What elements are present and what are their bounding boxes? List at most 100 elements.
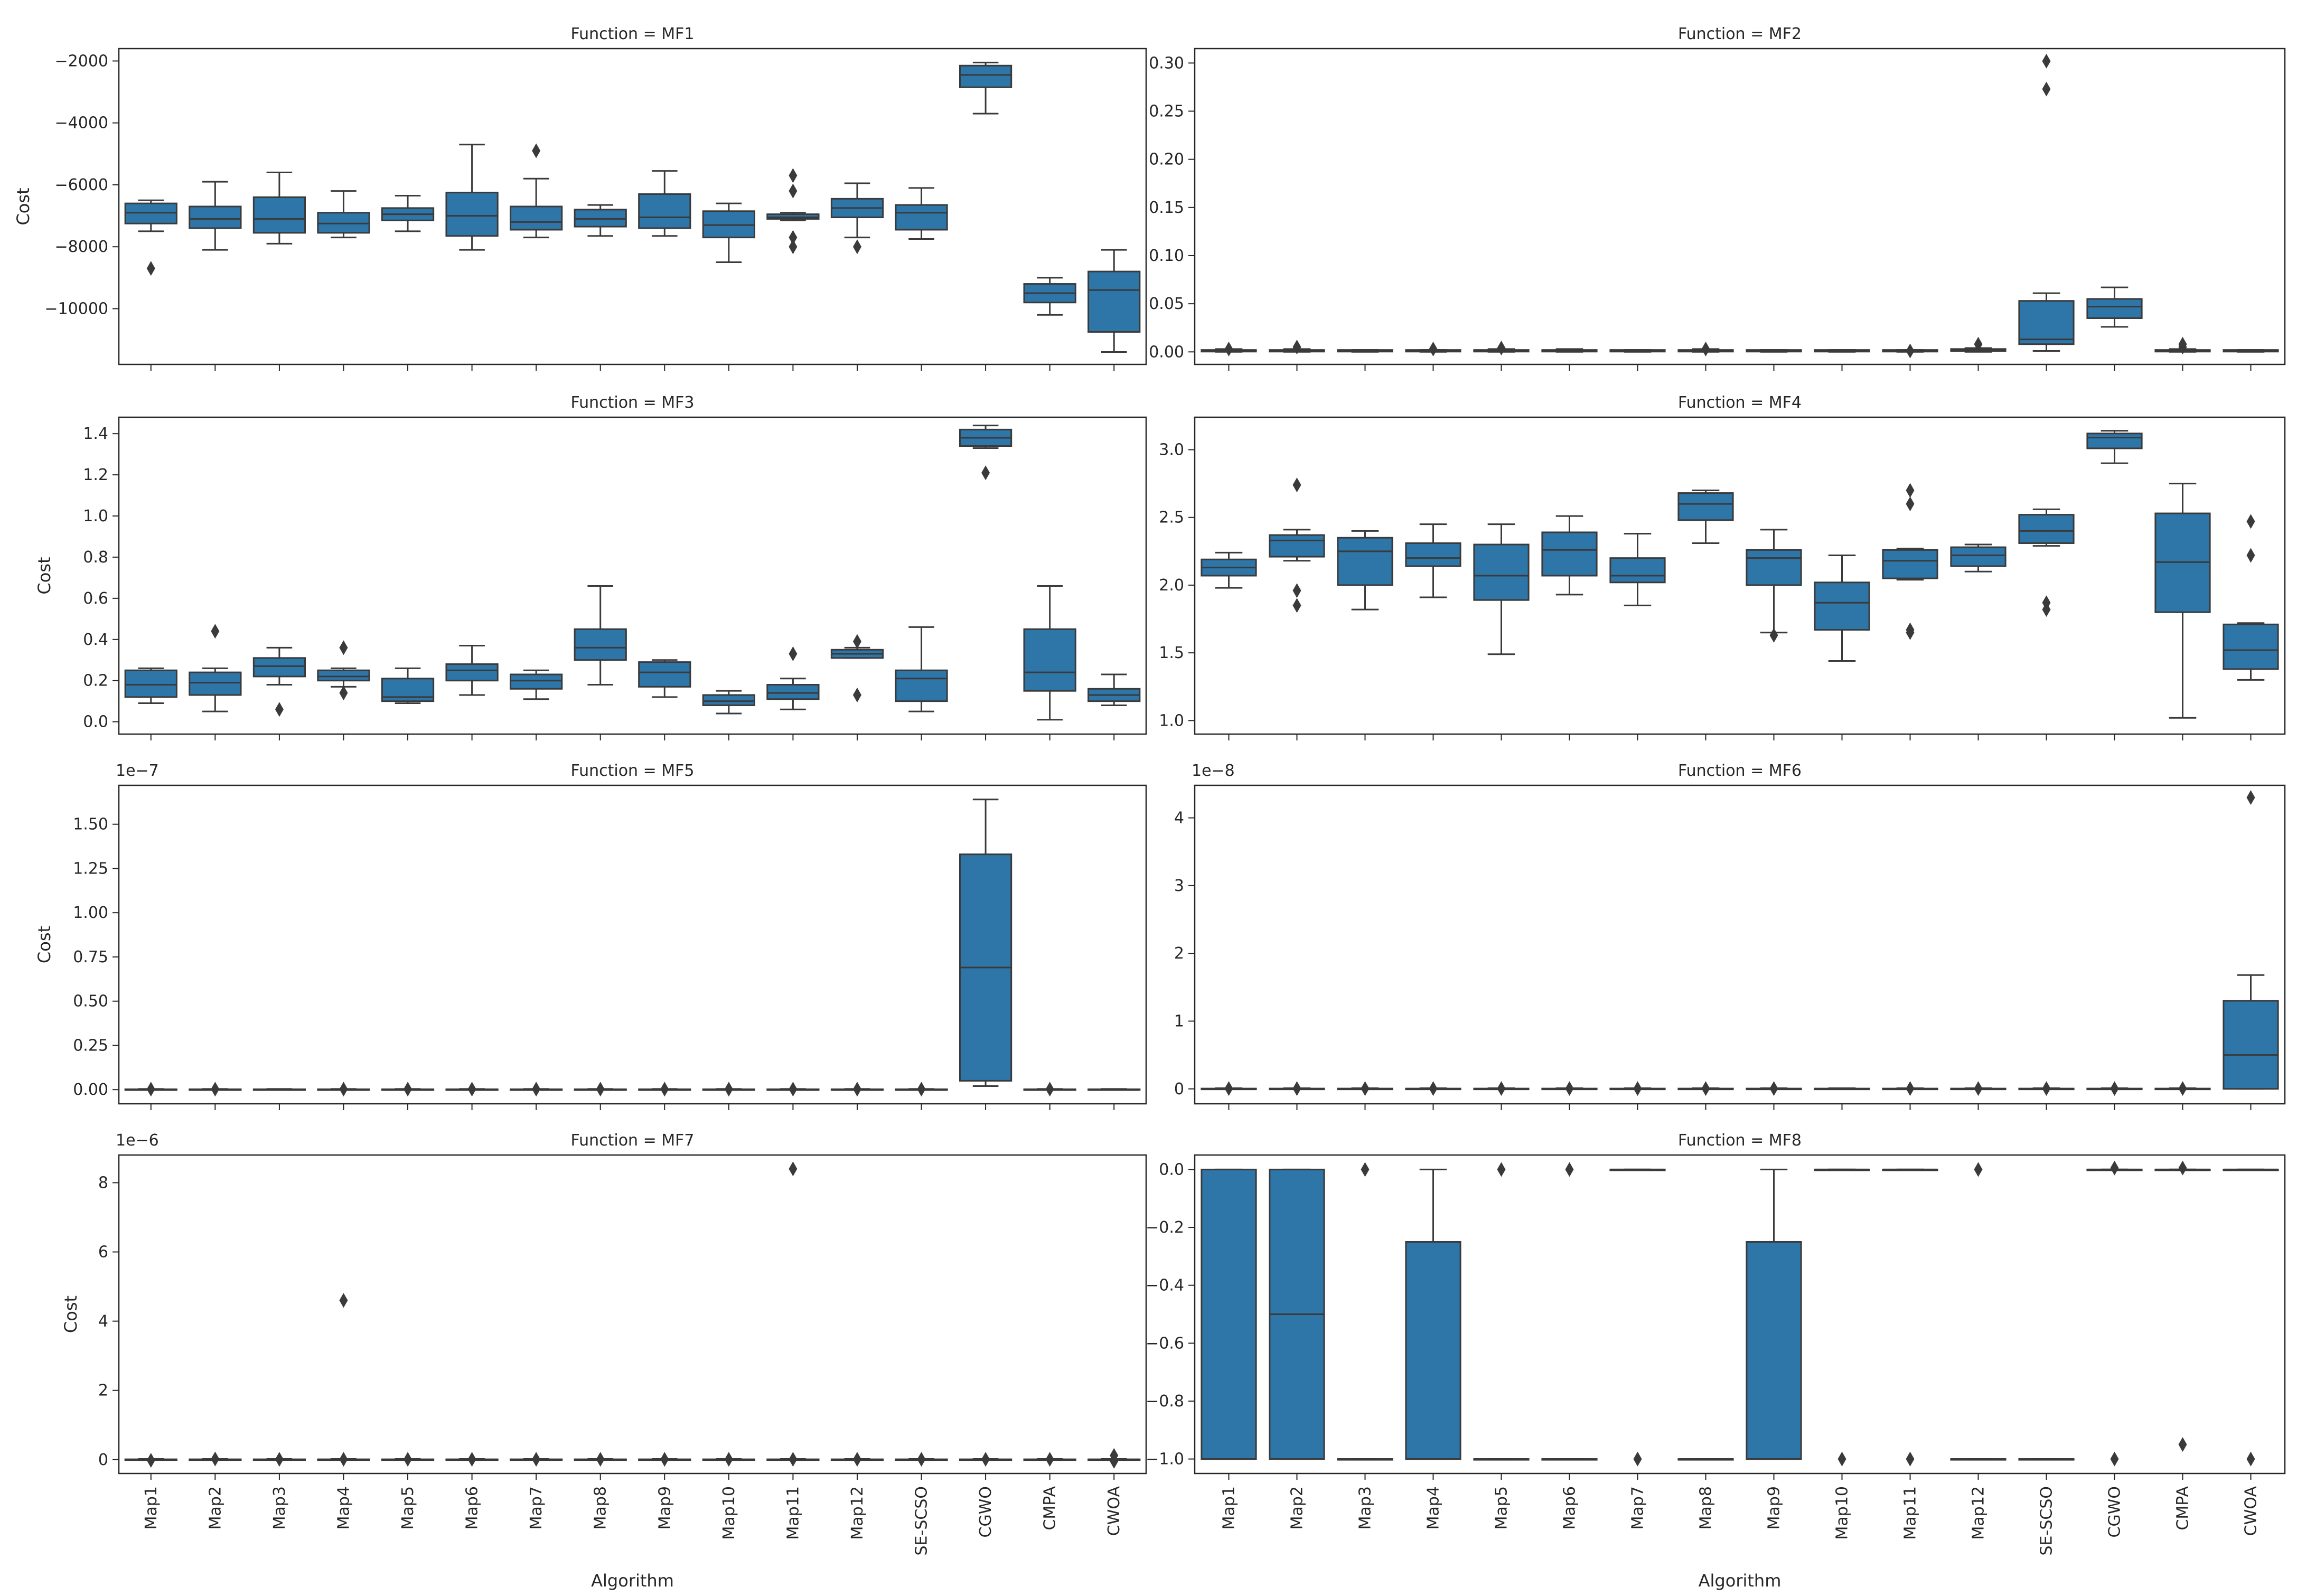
outlier-point [532, 1082, 541, 1097]
outlier-point [789, 230, 798, 245]
panel-title: Function = MF4 [1678, 393, 1802, 412]
outlier-point [852, 1082, 861, 1097]
outlier-point [1497, 1162, 1506, 1177]
x-tick-label: SE-SCSO [913, 1486, 931, 1555]
box-Map12 [1950, 336, 2007, 353]
x-tick-label: Map6 [463, 1486, 482, 1529]
outlier-point [1045, 1082, 1054, 1097]
panel-title: Function = MF7 [570, 1131, 694, 1150]
outlier-point [339, 640, 348, 655]
y-tick-label: 2 [98, 1382, 108, 1400]
y-tick-label: 0 [1174, 1080, 1184, 1099]
y-tick-label: 3 [1174, 877, 1184, 895]
box-Map11 [1882, 483, 1938, 640]
box-CWOA [2223, 1168, 2279, 1467]
box-Map7 [510, 669, 563, 700]
box-SE-SCSO [2018, 1081, 2075, 1096]
box-Map9 [1746, 1168, 1802, 1460]
box-CWOA [2223, 514, 2279, 681]
box-Map5 [381, 1082, 435, 1097]
outlier-point [789, 1452, 798, 1467]
x-tick-label: Map11 [784, 1486, 802, 1539]
x-axis-label: Algorithm [591, 1571, 674, 1591]
y-tick-label: 0.25 [1149, 102, 1184, 121]
box-Map2 [189, 624, 242, 712]
x-tick-label: SE-SCSO [2038, 1486, 2056, 1555]
box-Map3 [252, 1452, 306, 1467]
box-CMPA [1023, 1452, 1076, 1467]
y-tick-label: 0.00 [1149, 343, 1184, 361]
box-SE-SCSO [895, 1452, 948, 1467]
box-Map9 [638, 170, 691, 237]
outlier-point [1361, 1162, 1370, 1177]
y-tick-label: 1.0 [83, 507, 108, 525]
box-body [702, 694, 755, 706]
panel-title: Function = MF8 [1678, 1131, 1802, 1150]
outlier-point [2178, 1160, 2187, 1176]
box-body [959, 64, 1012, 88]
x-tick-label: Map7 [1629, 1486, 1647, 1529]
x-tick-label: Map3 [1356, 1486, 1375, 1529]
x-tick-label: Map11 [1901, 1486, 1920, 1539]
outlier-point [1292, 598, 1301, 613]
outlier-point [1769, 1081, 1778, 1096]
x-tick-label: Map4 [1424, 1486, 1443, 1529]
outlier-point [339, 686, 348, 701]
y-tick-label: 1.5 [1159, 644, 1184, 662]
box-CGWO [959, 799, 1012, 1087]
box-Map7 [1609, 349, 1666, 353]
box-Map11 [766, 646, 820, 710]
box-Map4 [317, 190, 370, 239]
y-tick-label: −4000 [55, 114, 108, 133]
box-Map1 [124, 199, 177, 276]
panel-title: Function = MF2 [1678, 25, 1802, 43]
box-Map8 [574, 1452, 627, 1467]
x-tick-label: CMPA [1041, 1486, 1060, 1531]
y-tick-label: −2000 [55, 52, 108, 70]
box-Map3 [252, 646, 306, 717]
x-tick-label: CGWO [2106, 1486, 2124, 1537]
box-body [2018, 514, 2075, 544]
outlier-point [1906, 625, 1915, 640]
outlier-point [404, 1082, 412, 1097]
outlier-point [1701, 341, 1710, 356]
y-tick-label: −0.4 [1146, 1276, 1184, 1295]
outlier-point [981, 1452, 990, 1467]
y-tick-label: 0.25 [73, 1036, 108, 1055]
box-Map10 [702, 202, 755, 264]
y-tick-label: 0 [98, 1451, 108, 1469]
box-body [1337, 537, 1393, 586]
outlier-point [852, 687, 861, 702]
box-Map3 [252, 172, 306, 245]
box-body [445, 192, 499, 237]
outlier-point [1974, 1162, 1983, 1177]
box-Map8 [1677, 1081, 1734, 1096]
box-CWOA [1087, 1088, 1141, 1091]
box-body [1201, 1168, 1257, 1460]
outlier-point [724, 1452, 733, 1467]
plot-frame [118, 784, 1147, 1105]
box-body [1677, 492, 1734, 521]
box-Map4 [1405, 1081, 1461, 1096]
y-tick-label: 0.8 [83, 548, 108, 567]
box-Map6 [1541, 348, 1598, 353]
outlier-point [1906, 483, 1915, 498]
box-Map8 [1677, 489, 1734, 544]
panel-5: Function = MF5 1e−7 0.00 0.25 0.50 0.75 1.00 1.… [34, 762, 1147, 1110]
box-Map11 [766, 1082, 820, 1097]
box-Map6 [445, 1452, 499, 1467]
box-Map4 [1405, 523, 1461, 598]
outlier-point [211, 624, 220, 639]
box-body [1269, 534, 1325, 558]
outlier-point [852, 239, 861, 255]
outlier-point [1292, 1081, 1301, 1096]
outlier-point [981, 465, 990, 481]
y-tick-label: 2.5 [1159, 509, 1184, 527]
box-CWOA [2223, 349, 2279, 353]
outlier-point [211, 1451, 220, 1467]
box-body [895, 669, 948, 702]
y-tick-label: 8 [98, 1173, 108, 1192]
x-tick-label: CWOA [1105, 1486, 1123, 1536]
outlier-point [2110, 1081, 2119, 1096]
